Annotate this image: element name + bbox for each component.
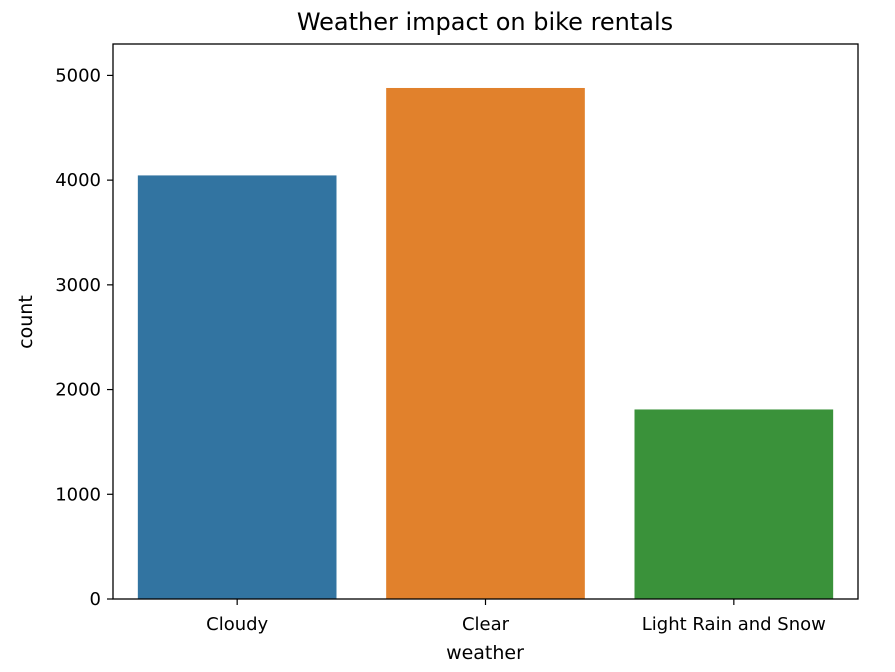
chart-title: Weather impact on bike rentals [297,8,673,36]
y-tick-label: 3000 [55,275,101,296]
x-tick-label: Light Rain and Snow [642,614,826,635]
plot-frame [112,43,859,600]
y-axis-ticks: 0 1000 2000 3000 4000 5000 [55,65,113,610]
y-tick-label: 5000 [55,65,101,86]
y-tick-label: 0 [90,589,101,610]
x-axis-label: weather [446,642,524,664]
x-tick-label: Cloudy [206,614,268,635]
y-tick-label: 1000 [55,484,101,505]
y-axis-label: count [15,295,37,349]
bar-light-rain-and-snow [634,409,834,599]
y-tick-label: 4000 [55,170,101,191]
x-axis-ticks: Cloudy Clear Light Rain and Snow [206,599,826,635]
bar-cloudy [137,175,337,600]
x-tick-label: Clear [462,614,510,635]
y-tick-label: 2000 [55,380,101,401]
bars-group [137,87,834,600]
bar-clear [386,87,585,599]
